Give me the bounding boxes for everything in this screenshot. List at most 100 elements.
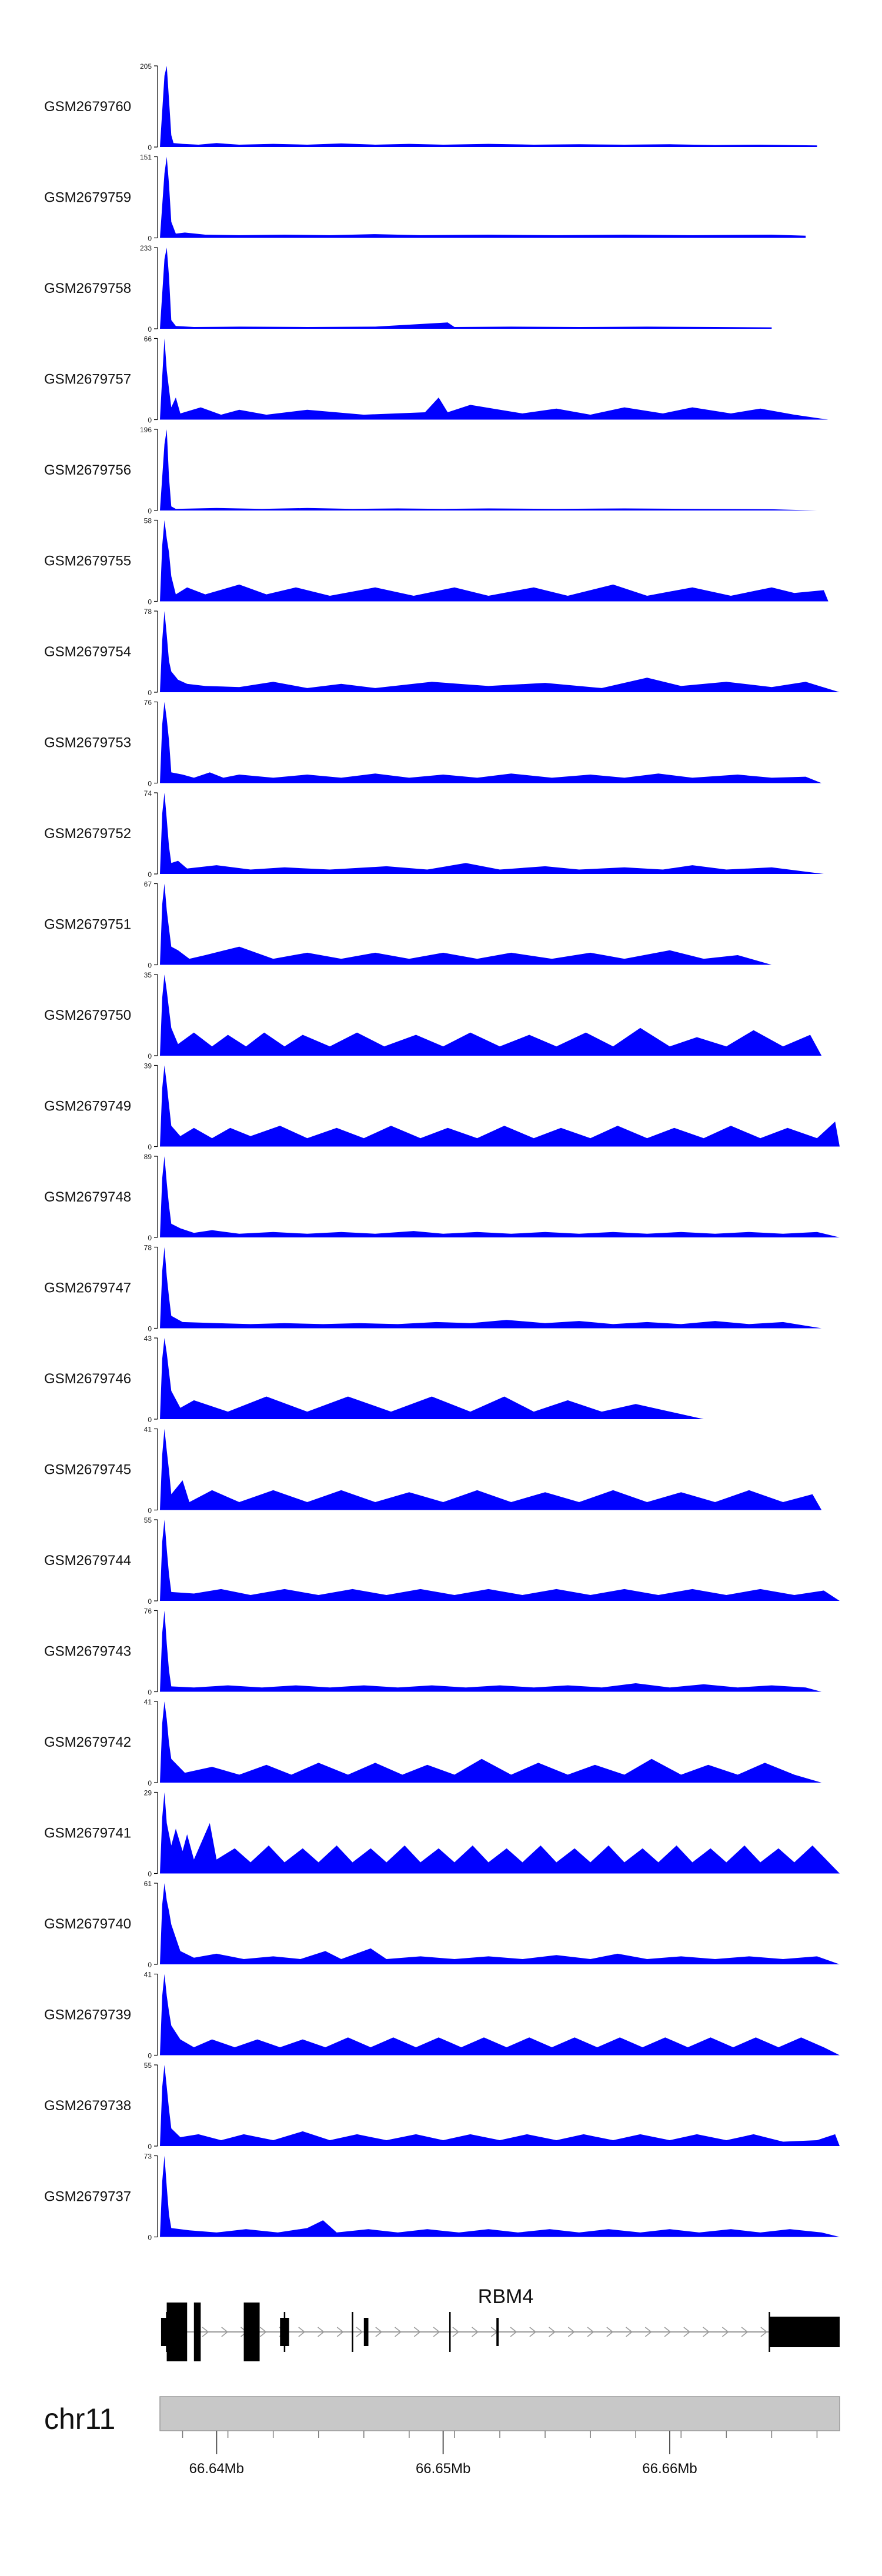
strand-arrow	[529, 2327, 537, 2337]
track-label: GSM2679738	[44, 2098, 131, 2114]
strand-arrow	[433, 2327, 440, 2337]
track-ymax-label: 55	[144, 1516, 152, 1524]
exon	[243, 2303, 260, 2361]
track-yzero-label: 0	[148, 598, 152, 606]
track-label: GSM2679740	[44, 1916, 131, 1932]
track-GSM2679745: GSM2679745 41 0	[44, 1426, 822, 1515]
track-ymax-label: 39	[144, 1062, 152, 1070]
exon	[161, 2318, 168, 2346]
track-yzero-label: 0	[148, 2143, 152, 2151]
coverage-area	[160, 793, 824, 874]
track-GSM2679757: GSM2679757 66 0	[44, 335, 828, 425]
track-yzero-label: 0	[148, 416, 152, 425]
coverage-area	[160, 248, 772, 329]
track-GSM2679749: GSM2679749 39 0	[44, 1062, 840, 1152]
track-yzero-label: 0	[148, 1689, 152, 1697]
exon	[193, 2303, 201, 2361]
strand-arrow	[760, 2327, 768, 2337]
strand-arrow	[703, 2327, 710, 2337]
exon	[166, 2303, 188, 2361]
track-yzero-label: 0	[148, 870, 152, 879]
track-yzero-label: 0	[148, 507, 152, 515]
track-ymax-label: 35	[144, 971, 152, 979]
track-ymax-label: 55	[144, 2061, 152, 2070]
track-GSM2679753: GSM2679753 76 0	[44, 699, 822, 788]
track-label: GSM2679752	[44, 826, 131, 842]
track-GSM2679751: GSM2679751 67 0	[44, 880, 772, 970]
track-label: GSM2679748	[44, 1189, 131, 1205]
track-ymax-label: 205	[140, 62, 152, 71]
gene-track: RBM4	[161, 2285, 840, 2361]
x-tick-label: 66.65Mb	[416, 2461, 470, 2477]
strand-arrow	[626, 2327, 633, 2337]
coverage-area	[160, 2155, 840, 2237]
track-yzero-label: 0	[148, 144, 152, 152]
strand-arrow	[259, 2327, 267, 2337]
track-GSM2679740: GSM2679740 61 0	[44, 1880, 840, 1969]
track-label: GSM2679750	[44, 1007, 131, 1023]
track-label: GSM2679739	[44, 2007, 131, 2023]
strand-arrow	[356, 2327, 363, 2337]
strand-arrow	[721, 2327, 729, 2337]
track-GSM2679739: GSM2679739 41 0	[44, 1971, 840, 2060]
coverage-area	[160, 1156, 840, 1237]
track-label: GSM2679742	[44, 1734, 131, 1750]
coverage-area	[160, 429, 817, 510]
track-GSM2679754: GSM2679754 78 0	[44, 608, 840, 697]
track-label: GSM2679737	[44, 2189, 131, 2205]
track-yzero-label: 0	[148, 962, 152, 970]
track-ymax-label: 61	[144, 1880, 152, 1888]
coverage-area	[160, 520, 828, 602]
track-GSM2679748: GSM2679748 89 0	[44, 1153, 840, 1242]
coverage-area	[160, 611, 840, 692]
track-ymax-label: 43	[144, 1334, 152, 1343]
chromosome-label: chr11	[44, 2403, 115, 2435]
coverage-area	[160, 338, 828, 420]
track-label: GSM2679749	[44, 1099, 131, 1115]
track-GSM2679737: GSM2679737 73 0	[44, 2153, 840, 2242]
strand-arrow	[741, 2327, 749, 2337]
track-label: GSM2679754	[44, 644, 131, 660]
track-label: GSM2679751	[44, 917, 131, 933]
strand-arrow	[318, 2327, 325, 2337]
track-ymax-label: 78	[144, 1244, 152, 1252]
track-yzero-label: 0	[148, 1325, 152, 1333]
coverage-area	[160, 1338, 704, 1419]
track-ymax-label: 58	[144, 517, 152, 525]
track-GSM2679756: GSM2679756 196 0	[44, 426, 817, 515]
track-GSM2679750: GSM2679750 35 0	[44, 971, 822, 1060]
track-GSM2679755: GSM2679755 58 0	[44, 517, 828, 606]
coverage-area	[160, 1610, 822, 1692]
track-yzero-label: 0	[148, 1143, 152, 1152]
coverage-area	[160, 2065, 840, 2146]
track-GSM2679738: GSM2679738 55 0	[44, 2061, 840, 2151]
track-label: GSM2679757	[44, 372, 131, 388]
coverage-area	[160, 66, 817, 147]
x-tick-label: 66.66Mb	[642, 2461, 697, 2477]
track-label: GSM2679760	[44, 99, 131, 115]
track-yzero-label: 0	[148, 1234, 152, 1242]
track-GSM2679746: GSM2679746 43 0	[44, 1334, 704, 1424]
exon	[363, 2318, 369, 2346]
track-label: GSM2679753	[44, 735, 131, 751]
strand-arrow	[606, 2327, 614, 2337]
chromosome-bar	[159, 2396, 840, 2431]
track-yzero-label: 0	[148, 689, 152, 697]
track-yzero-label: 0	[148, 1507, 152, 1515]
coverage-area	[160, 1792, 840, 1874]
track-ymax-label: 233	[140, 244, 152, 252]
strand-arrow	[375, 2327, 383, 2337]
strand-arrow	[664, 2327, 671, 2337]
track-GSM2679747: GSM2679747 78 0	[44, 1244, 822, 1333]
track-yzero-label: 0	[148, 1052, 152, 1060]
coverage-area	[160, 702, 822, 783]
track-yzero-label: 0	[148, 2052, 152, 2060]
strand-arrow	[587, 2327, 594, 2337]
track-ymax-label: 76	[144, 699, 152, 707]
track-GSM2679744: GSM2679744 55 0	[44, 1516, 840, 1606]
strand-arrow	[395, 2327, 402, 2337]
track-ymax-label: 73	[144, 2153, 152, 2161]
x-tick-label: 66.64Mb	[189, 2461, 244, 2477]
strand-arrow	[567, 2327, 575, 2337]
